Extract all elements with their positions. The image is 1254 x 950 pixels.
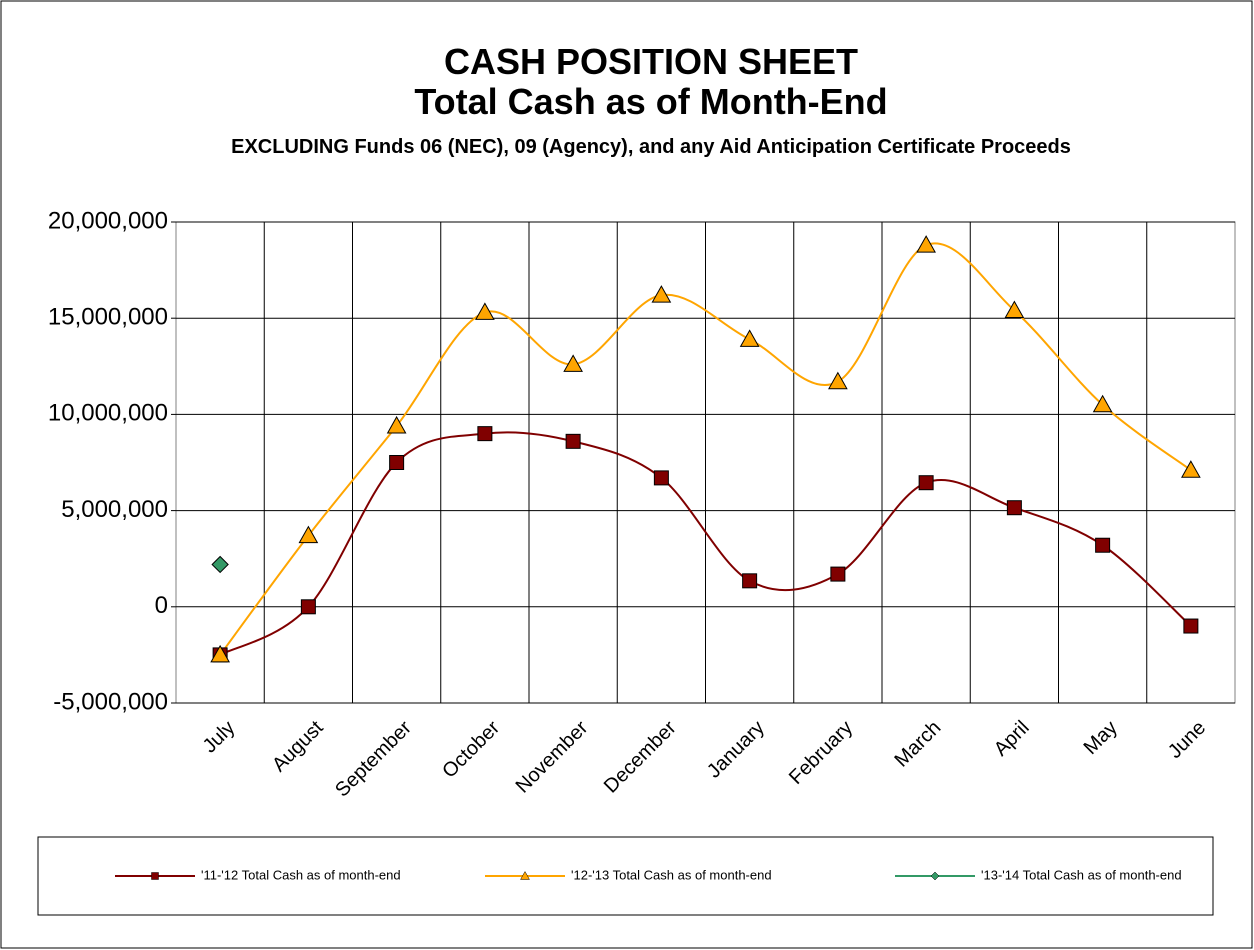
marker-square bbox=[742, 573, 758, 589]
y-tick-label: 5,000,000 bbox=[61, 496, 168, 523]
marker-triangle bbox=[298, 525, 319, 544]
marker-square bbox=[565, 433, 581, 449]
y-tick-label: 20,000,000 bbox=[48, 207, 168, 234]
marker-triangle bbox=[1092, 394, 1113, 413]
marker-triangle bbox=[1181, 460, 1201, 478]
marker-triangle bbox=[210, 644, 230, 663]
marker-triangle bbox=[1004, 300, 1025, 319]
marker-square bbox=[1095, 537, 1111, 553]
marker-triangle bbox=[563, 354, 583, 372]
y-tick-label: 10,000,000 bbox=[48, 400, 168, 427]
marker-triangle bbox=[520, 870, 530, 880]
marker-diamond bbox=[211, 555, 229, 574]
legend-label: '11-'12 Total Cash as of month-end bbox=[201, 867, 401, 882]
y-tick-label: 0 bbox=[155, 592, 168, 619]
chart-title: CASH POSITION SHEET bbox=[443, 41, 859, 82]
marker-square bbox=[1006, 500, 1022, 516]
marker-square bbox=[151, 872, 159, 880]
marker-square bbox=[300, 599, 316, 615]
marker-triangle bbox=[739, 329, 760, 347]
marker-diamond bbox=[930, 871, 940, 881]
marker-triangle bbox=[651, 285, 672, 303]
marker-square bbox=[830, 566, 846, 582]
marker-square bbox=[389, 455, 405, 470]
y-tick-label: 15,000,000 bbox=[48, 304, 168, 331]
legend-box bbox=[37, 836, 1214, 916]
marker-square bbox=[918, 475, 934, 491]
marker-triangle bbox=[916, 235, 936, 253]
chart-note: EXCLUDING Funds 06 (NEC), 09 (Agency), a… bbox=[231, 136, 1071, 158]
marker-triangle bbox=[475, 302, 495, 320]
chart-subtitle: Total Cash as of Month-End bbox=[414, 81, 888, 122]
y-tick-label: -5,000,000 bbox=[53, 688, 168, 715]
marker-triangle bbox=[386, 415, 407, 434]
marker-square bbox=[477, 426, 493, 442]
marker-square bbox=[1183, 618, 1199, 634]
legend-label: '12-'13 Total Cash as of month-end bbox=[571, 867, 772, 882]
legend-label: '13-'14 Total Cash as of month-end bbox=[981, 867, 1182, 882]
marker-triangle bbox=[828, 371, 848, 390]
marker-square bbox=[653, 470, 669, 486]
